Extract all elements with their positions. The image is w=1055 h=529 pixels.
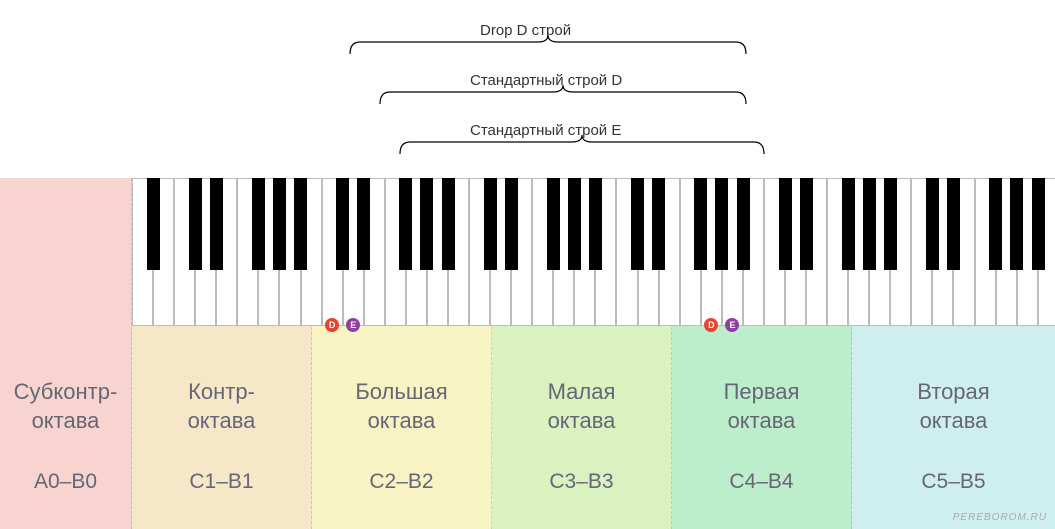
black-key <box>842 178 855 270</box>
black-key <box>420 178 433 270</box>
octave-name: Большаяоктава <box>312 378 491 435</box>
black-key <box>147 178 160 270</box>
octave-name: Перваяоктава <box>672 378 851 435</box>
black-key <box>715 178 728 270</box>
octave-range: C5–B5 <box>852 468 1055 495</box>
octave-range: C1–B1 <box>132 468 311 495</box>
watermark-text: PEREBOROM.RU <box>953 512 1047 523</box>
black-key <box>547 178 560 270</box>
octave-range: C3–B3 <box>492 468 671 495</box>
black-key <box>505 178 518 270</box>
octave-range: C2–B2 <box>312 468 491 495</box>
black-key <box>210 178 223 270</box>
black-key <box>926 178 939 270</box>
black-key <box>589 178 602 270</box>
diagram-container: Drop D стройСтандартный строй DСтандартн… <box>0 0 1055 529</box>
octave-name: Втораяоктава <box>852 378 1055 435</box>
black-key <box>484 178 497 270</box>
octave-range: A0–B0 <box>0 468 131 495</box>
black-key <box>294 178 307 270</box>
octave-0: Субконтр-октава A0–B0 <box>0 178 132 529</box>
black-key <box>694 178 707 270</box>
piano-keyboard <box>132 178 1055 326</box>
black-key <box>336 178 349 270</box>
black-key <box>252 178 265 270</box>
black-key <box>737 178 750 270</box>
black-key <box>631 178 644 270</box>
octave-name: Субконтр-октава <box>0 378 131 435</box>
black-key <box>189 178 202 270</box>
black-key <box>568 178 581 270</box>
white-keys-row <box>132 178 1055 326</box>
octave-range: C4–B4 <box>672 468 851 495</box>
octave-name: Малаяоктава <box>492 378 671 435</box>
tuning-brackets: Drop D стройСтандартный строй DСтандартн… <box>0 0 1055 170</box>
black-key <box>442 178 455 270</box>
black-key <box>863 178 876 270</box>
black-key <box>989 178 1002 270</box>
black-key <box>399 178 412 270</box>
black-key <box>652 178 665 270</box>
black-key <box>779 178 792 270</box>
black-key <box>273 178 286 270</box>
black-key <box>800 178 813 270</box>
black-key <box>1032 178 1045 270</box>
black-key <box>884 178 897 270</box>
black-key <box>1010 178 1023 270</box>
black-key <box>357 178 370 270</box>
black-key <box>947 178 960 270</box>
octave-name: Контр-октава <box>132 378 311 435</box>
